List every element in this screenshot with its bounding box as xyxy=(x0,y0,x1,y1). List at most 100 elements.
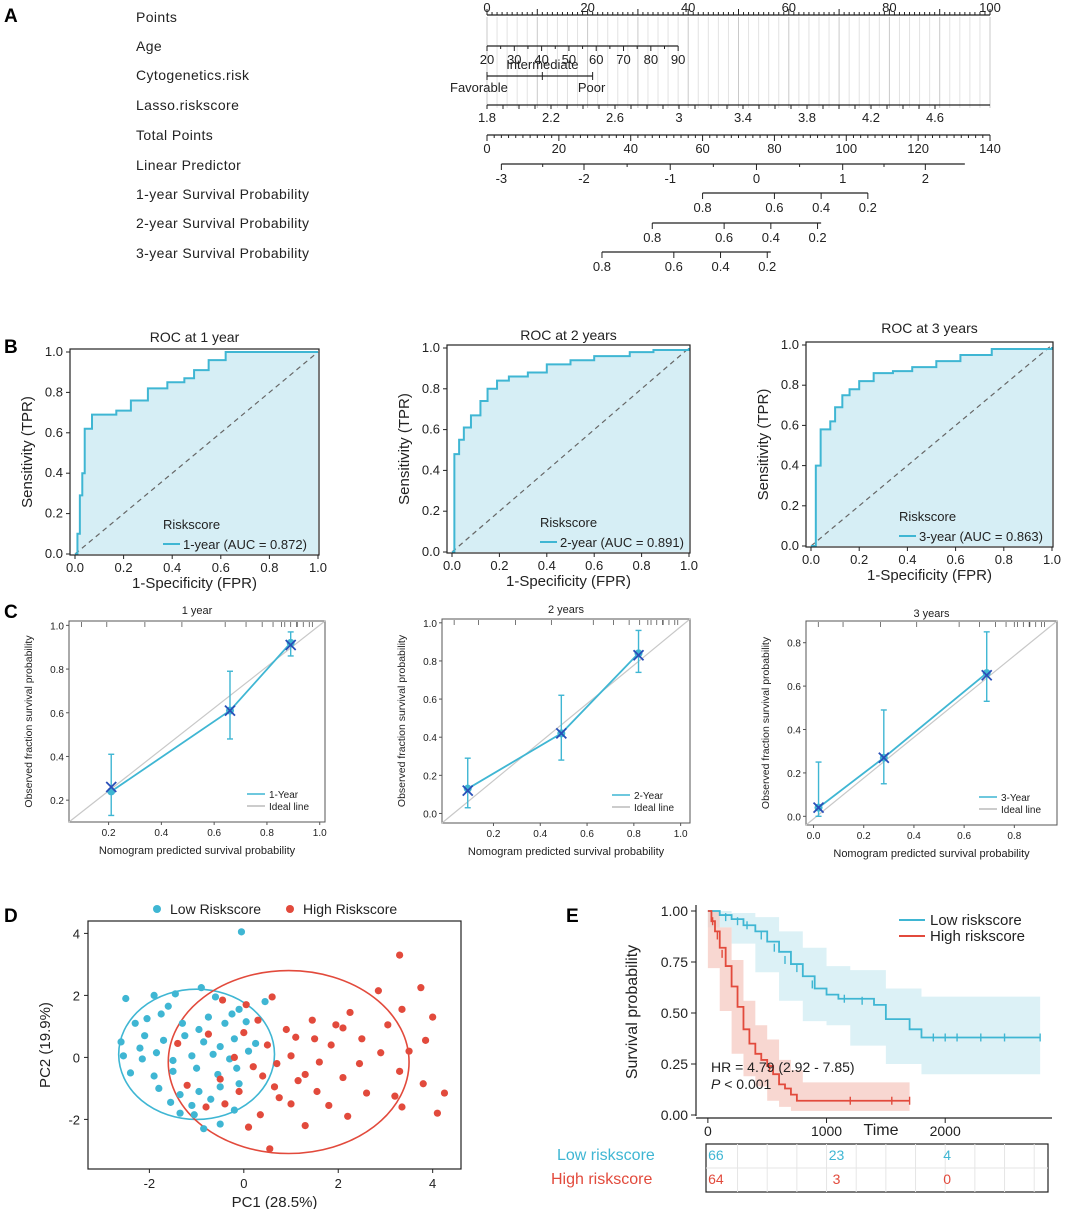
roc-y-tick-label: 0.8 xyxy=(781,377,799,392)
lasso-tick-label: 4.6 xyxy=(926,110,944,125)
legend-high-swatch xyxy=(286,905,294,913)
low-riskscore-point xyxy=(157,1010,165,1018)
axis-tick-label: 0.4 xyxy=(762,230,780,245)
low-riskscore-point xyxy=(195,1025,203,1034)
calibration-x-tick-label: 1.0 xyxy=(674,829,688,840)
high-riskscore-point xyxy=(294,1077,302,1085)
roc-y-tick-label: 0.8 xyxy=(45,384,63,399)
low-riskscore-point xyxy=(150,991,158,1000)
high-riskscore-point xyxy=(273,1060,281,1068)
cytogenetics-label-intermediate: Intermediate xyxy=(506,57,578,72)
risk-table-count: 3 xyxy=(833,1171,841,1187)
lasso-tick-label: 4.2 xyxy=(862,110,880,125)
low-riskscore-point xyxy=(235,1005,243,1013)
high-riskscore-point xyxy=(301,1070,309,1079)
calibration-cross xyxy=(285,639,297,651)
high-riskscore-point xyxy=(242,1001,250,1009)
high-riskscore-point xyxy=(259,1072,267,1080)
km-p-symbol: P xyxy=(711,1076,721,1092)
roc-legend-text: 2-year (AUC = 0.891) xyxy=(560,535,684,550)
calibration-y-tick-label: 1.0 xyxy=(50,621,64,632)
lasso-tick-label: 3.8 xyxy=(798,110,816,125)
risk-table-row-label: High riskscore xyxy=(551,1171,652,1188)
roc-panel-3: ROC at 3 years 0.0 0.2 0.4 0.6 0.8 1.0 0.0 0.2 0.… xyxy=(755,320,1061,584)
roc-x-label: 1-Specificity (FPR) xyxy=(506,573,631,590)
low-riskscore-point xyxy=(230,1035,238,1043)
calibration-x-tick-label: 0.4 xyxy=(154,828,168,839)
axis-tick-label: 0 xyxy=(753,171,760,186)
roc-y-tick-label: 0.0 xyxy=(45,546,63,561)
km-y-tick-label: 0.50 xyxy=(661,1005,688,1021)
calibration-y-tick-label: 0.6 xyxy=(50,709,64,720)
high-riskscore-point xyxy=(396,951,404,959)
roc-y-tick-label: 1.0 xyxy=(781,337,799,352)
calibration-cross xyxy=(981,669,993,681)
roc-y-tick-label: 0.2 xyxy=(781,498,799,513)
roc-x-tick-label: 0.0 xyxy=(802,552,820,567)
calibration-x-tick-label: 0.8 xyxy=(260,828,274,839)
km-p-value: < 0.001 xyxy=(720,1076,771,1092)
roc-x-tick-label: 0.8 xyxy=(633,558,651,573)
roc-x-label: 1-Specificity (FPR) xyxy=(867,567,992,584)
high-riskscore-point xyxy=(362,1089,371,1097)
roc-y-tick-label: 0.6 xyxy=(781,417,799,432)
high-riskscore-point xyxy=(384,1021,392,1029)
nomogram-row-label: Lasso.riskscore xyxy=(136,97,239,113)
calibration-y-tick-label: 0.2 xyxy=(50,796,64,807)
pca-x-tick-label: -2 xyxy=(144,1176,156,1191)
km-legend-low-text: Low riskscore xyxy=(930,912,1022,929)
low-riskscore-point xyxy=(244,1047,253,1055)
lasso-tick-label: 2.6 xyxy=(606,110,624,125)
roc-x-tick-label: 1.0 xyxy=(1043,552,1061,567)
calibration-panel-3: 0.0 0.2 0.4 0.6 0.8 0.0 0.2 0.4 0.6 0.8 3 years Nom… xyxy=(760,608,1058,860)
roc-y-tick-label: 0.2 xyxy=(422,503,440,518)
nomogram-row-label: Age xyxy=(136,38,162,54)
roc-diagonal xyxy=(451,347,690,553)
low-riskscore-point xyxy=(235,1080,243,1088)
pca-x-tick-label: 0 xyxy=(240,1176,247,1191)
cytogenetics-label-poor: Poor xyxy=(578,80,606,95)
roc-y-label: Sensitivity (TPR) xyxy=(396,393,413,505)
calibration-panel-2: 0.2 0.4 0.6 0.8 1.0 0.0 0.2 0.4 0.6 0.8 1.0 2 years… xyxy=(396,604,691,858)
pca-x-label: PC1 (28.5%) xyxy=(232,1194,318,1209)
high-riskscore-point xyxy=(174,1039,182,1048)
calibration-y-label: Observed fraction survival probability xyxy=(760,636,772,809)
high-riskscore-point xyxy=(287,1052,295,1060)
high-riskscore-point xyxy=(396,1067,404,1075)
km-y-tick-label: 0.25 xyxy=(661,1056,688,1072)
pca-y-tick-label: 2 xyxy=(73,988,80,1003)
roc-title: ROC at 3 years xyxy=(881,320,977,336)
low-riskscore-point xyxy=(252,1039,260,1048)
km-p-text: P < 0.001 xyxy=(711,1076,772,1092)
low-riskscore-point xyxy=(136,1044,144,1052)
roc-y-tick-label: 1.0 xyxy=(422,340,440,355)
panel-letter-e: E xyxy=(566,906,579,927)
low-riskscore-point xyxy=(176,1109,184,1117)
low-riskscore-point xyxy=(119,1052,128,1060)
pca-y-tick-label: 4 xyxy=(73,926,80,941)
high-riskscore-point xyxy=(275,1094,283,1102)
roc-x-tick-label: 0.6 xyxy=(212,560,230,575)
cytogenetics-label-favorable: Favorable xyxy=(450,80,508,95)
low-riskscore-point xyxy=(211,993,220,1001)
high-riskscore-point xyxy=(254,1016,262,1024)
calibration-point xyxy=(634,649,643,658)
calibration-x-tick-label: 0.4 xyxy=(907,831,921,842)
high-riskscore-point xyxy=(292,1033,300,1041)
roc-panel-1: ROC at 1 year 0.0 0.2 0.4 0.6 0.8 1.0 0.0 0.2 0.4… xyxy=(19,329,327,592)
high-riskscore-point xyxy=(358,1035,366,1043)
roc-y-tick-label: 0.2 xyxy=(45,506,63,521)
high-riskscore-point xyxy=(240,1029,248,1037)
risk-table-count: 66 xyxy=(708,1147,724,1163)
age-tick-label: 40 xyxy=(534,52,548,67)
calibration-x-tick-label: 0.0 xyxy=(807,831,821,842)
roc-x-tick-label: 1.0 xyxy=(309,560,327,575)
calibration-panel-1: 0.2 0.4 0.6 0.8 1.0 0.2 0.4 0.6 0.8 1.0 1 year Nomo… xyxy=(23,605,327,857)
roc-frame xyxy=(446,344,691,554)
roc-x-tick-label: 0.6 xyxy=(947,552,965,567)
calibration-x-tick-label: 0.8 xyxy=(1007,831,1021,842)
pca-y-tick-label: 0 xyxy=(73,1050,80,1065)
age-tick-label: 30 xyxy=(507,52,521,67)
total-points-tick-label: 100 xyxy=(835,141,857,156)
age-tick-label: 60 xyxy=(589,52,603,67)
